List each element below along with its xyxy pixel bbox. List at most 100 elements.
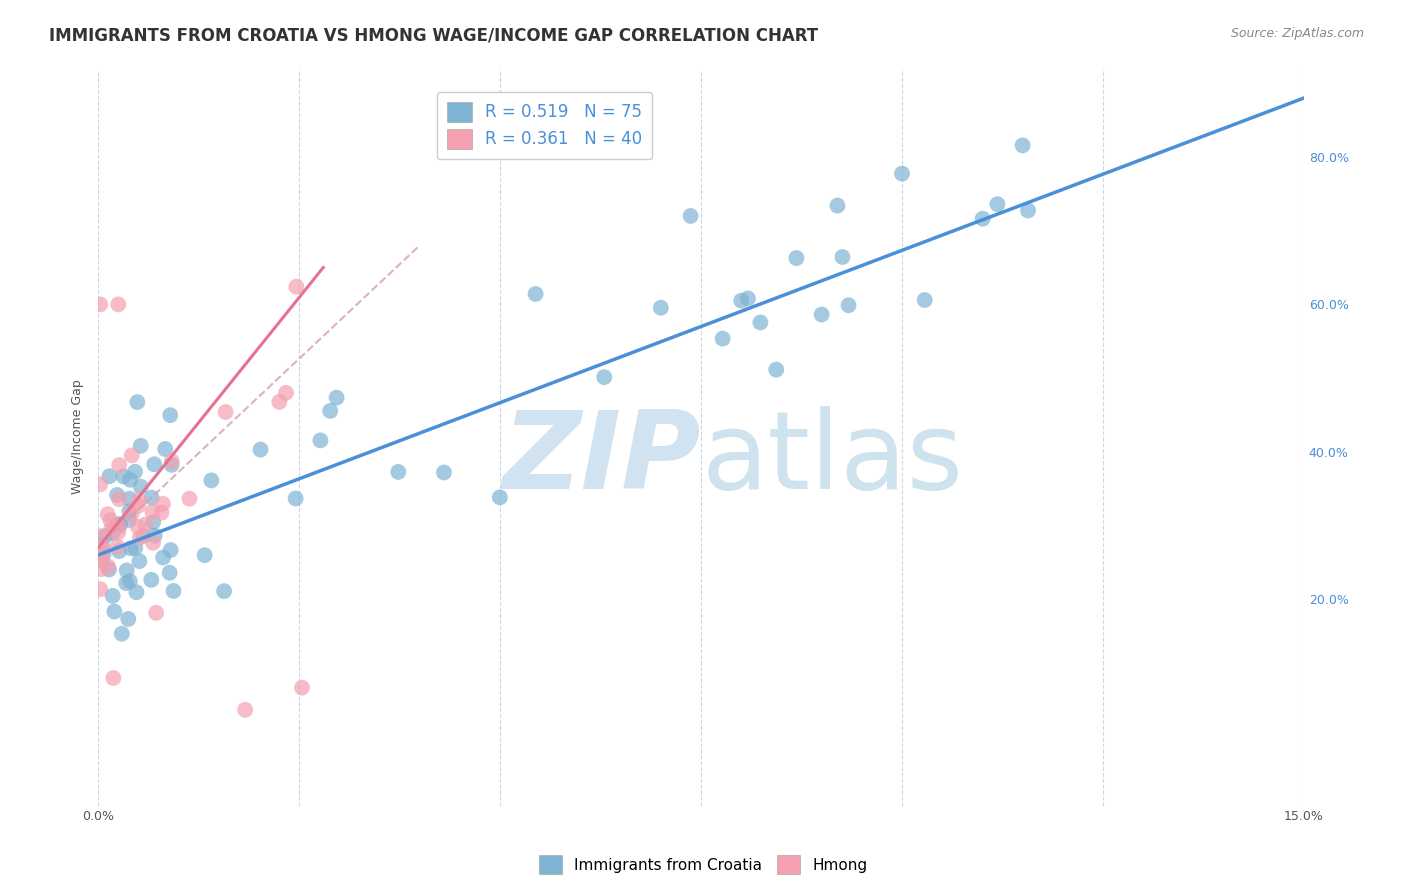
Immigrants from Croatia <box>810 308 832 322</box>
Hmong <box>233 703 256 717</box>
Immigrants from Croatia <box>827 198 849 212</box>
Immigrants from Croatia <box>129 439 152 453</box>
Text: Source: ZipAtlas.com: Source: ZipAtlas.com <box>1230 27 1364 40</box>
Immigrants from Croatia <box>98 469 121 483</box>
Hmong <box>142 535 165 549</box>
Immigrants from Croatia <box>159 408 181 422</box>
Immigrants from Croatia <box>159 566 181 580</box>
Hmong <box>89 477 111 491</box>
Immigrants from Croatia <box>319 404 342 418</box>
Immigrants from Croatia <box>309 434 332 448</box>
Hmong <box>107 519 129 533</box>
Immigrants from Croatia <box>118 574 141 589</box>
Immigrants from Croatia <box>98 562 121 576</box>
Hmong <box>107 525 129 540</box>
Immigrants from Croatia <box>433 466 456 480</box>
Y-axis label: Wage/Income Gap: Wage/Income Gap <box>72 380 84 494</box>
Immigrants from Croatia <box>93 548 115 562</box>
Immigrants from Croatia <box>152 550 174 565</box>
Hmong <box>103 671 125 685</box>
Immigrants from Croatia <box>107 517 129 532</box>
Immigrants from Croatia <box>785 251 807 265</box>
Immigrants from Croatia <box>143 457 166 471</box>
Immigrants from Croatia <box>249 442 271 457</box>
Hmong <box>90 562 112 576</box>
Immigrants from Croatia <box>831 250 853 264</box>
Hmong <box>121 448 143 462</box>
Hmong <box>100 513 122 527</box>
Immigrants from Croatia <box>711 332 734 346</box>
Hmong <box>108 492 131 507</box>
Immigrants from Croatia <box>650 301 672 315</box>
Immigrants from Croatia <box>111 626 134 640</box>
Hmong <box>150 506 173 520</box>
Immigrants from Croatia <box>105 488 128 502</box>
Immigrants from Croatia <box>141 491 163 505</box>
Immigrants from Croatia <box>108 517 131 532</box>
Immigrants from Croatia <box>108 517 131 532</box>
Immigrants from Croatia <box>489 491 512 505</box>
Immigrants from Croatia <box>891 167 914 181</box>
Legend: Immigrants from Croatia, Hmong: Immigrants from Croatia, Hmong <box>533 849 873 880</box>
Immigrants from Croatia <box>125 585 148 599</box>
Immigrants from Croatia <box>524 287 547 301</box>
Hmong <box>134 517 156 532</box>
Immigrants from Croatia <box>194 548 217 562</box>
Immigrants from Croatia <box>155 442 177 456</box>
Immigrants from Croatia <box>737 292 759 306</box>
Immigrants from Croatia <box>212 584 235 599</box>
Immigrants from Croatia <box>124 465 146 479</box>
Immigrants from Croatia <box>325 391 347 405</box>
Immigrants from Croatia <box>118 491 141 506</box>
Immigrants from Croatia <box>162 583 184 598</box>
Hmong <box>100 522 122 536</box>
Hmong <box>152 497 174 511</box>
Hmong <box>214 405 236 419</box>
Hmong <box>97 507 120 521</box>
Hmong <box>145 606 167 620</box>
Immigrants from Croatia <box>124 541 146 555</box>
Immigrants from Croatia <box>143 528 166 542</box>
Immigrants from Croatia <box>115 576 138 591</box>
Hmong <box>127 519 149 533</box>
Hmong <box>121 507 143 521</box>
Text: ZIP: ZIP <box>503 406 702 512</box>
Immigrants from Croatia <box>679 209 702 223</box>
Immigrants from Croatia <box>118 513 141 527</box>
Immigrants from Croatia <box>120 473 142 487</box>
Immigrants from Croatia <box>749 316 772 330</box>
Immigrants from Croatia <box>838 298 860 312</box>
Hmong <box>107 297 129 311</box>
Immigrants from Croatia <box>108 544 131 558</box>
Immigrants from Croatia <box>90 538 112 552</box>
Hmong <box>90 529 112 543</box>
Hmong <box>179 491 201 506</box>
Immigrants from Croatia <box>1017 203 1039 218</box>
Immigrants from Croatia <box>765 362 787 376</box>
Immigrants from Croatia <box>200 474 222 488</box>
Immigrants from Croatia <box>127 395 149 409</box>
Immigrants from Croatia <box>128 554 150 568</box>
Hmong <box>90 550 112 565</box>
Immigrants from Croatia <box>117 612 139 626</box>
Hmong <box>274 385 297 400</box>
Hmong <box>128 531 150 545</box>
Immigrants from Croatia <box>101 526 124 541</box>
Hmong <box>93 541 115 556</box>
Immigrants from Croatia <box>972 211 994 226</box>
Hmong <box>128 493 150 508</box>
Immigrants from Croatia <box>103 605 125 619</box>
Immigrants from Croatia <box>132 529 155 543</box>
Immigrants from Croatia <box>593 370 616 384</box>
Hmong <box>97 559 120 574</box>
Hmong <box>269 395 291 409</box>
Immigrants from Croatia <box>129 480 152 494</box>
Immigrants from Croatia <box>142 516 165 530</box>
Immigrants from Croatia <box>101 589 124 603</box>
Hmong <box>127 499 149 513</box>
Immigrants from Croatia <box>120 541 142 556</box>
Hmong <box>285 279 308 293</box>
Hmong <box>107 540 129 554</box>
Hmong <box>291 681 314 695</box>
Immigrants from Croatia <box>914 293 936 307</box>
